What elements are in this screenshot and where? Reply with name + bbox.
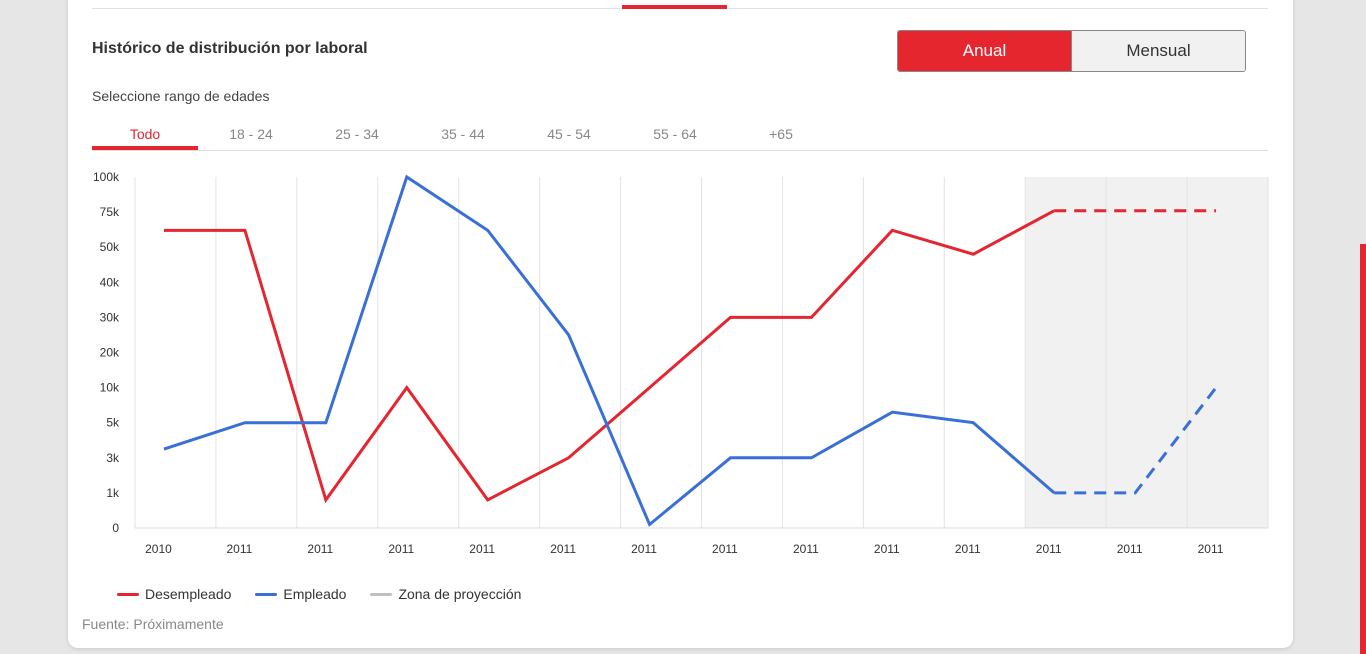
legend-label-desempleado: Desempleado — [145, 586, 232, 602]
top-tab-indicator — [622, 5, 727, 9]
x-tick-label: 2011 — [631, 542, 657, 556]
legend-item-proyeccion: Zona de proyección — [370, 586, 521, 602]
legend-swatch-desempleado — [117, 592, 139, 596]
x-tick-label: 2011 — [1036, 542, 1062, 556]
y-tick-label: 30k — [100, 310, 120, 324]
x-tick-label: 2011 — [388, 542, 414, 556]
y-tick-label: 20k — [100, 346, 120, 360]
x-tick-label: 2011 — [469, 542, 495, 556]
tab-65-plus[interactable]: +65 — [769, 126, 793, 142]
x-tick-label: 2011 — [550, 542, 576, 556]
period-toggle: Anual Mensual — [897, 30, 1246, 72]
series-line-empleado — [163, 174, 1056, 527]
y-tick-label: 50k — [100, 240, 120, 254]
scrollbar[interactable] — [1360, 244, 1366, 654]
chart-legend: Desempleado Empleado Zona de proyección — [117, 586, 521, 602]
x-tick-label: 2011 — [793, 542, 819, 556]
tab-35-44[interactable]: 35 - 44 — [441, 126, 485, 142]
legend-swatch-proyeccion — [370, 592, 393, 596]
chart-title: Histórico de distribución por laboral — [92, 40, 368, 57]
y-tick-label: 1k — [106, 486, 120, 500]
tab-25-34[interactable]: 25 - 34 — [335, 126, 379, 142]
y-tick-label: 5k — [106, 416, 120, 430]
series-line-desempleado — [164, 209, 1055, 504]
tab-todo[interactable]: Todo — [129, 126, 161, 142]
active-tab-underline — [92, 146, 198, 150]
legend-label-proyeccion: Zona de proyección — [398, 586, 522, 602]
projection-zone — [1025, 177, 1268, 528]
legend-swatch-empleado — [255, 592, 278, 596]
y-tick-label: 40k — [100, 275, 120, 289]
legend-item-desempleado: Desempleado — [117, 586, 231, 602]
legend-item-empleado: Empleado — [255, 586, 346, 602]
y-tick-label: 0 — [112, 521, 119, 535]
toggle-mensual-button[interactable]: Mensual — [1071, 31, 1245, 71]
x-tick-label: 2011 — [307, 542, 333, 556]
x-tick-label: 2011 — [712, 542, 738, 556]
x-tick-label: 2011 — [1117, 542, 1143, 556]
tab-45-54[interactable]: 45 - 54 — [547, 126, 591, 142]
age-range-label: Seleccione rango de edades — [92, 88, 270, 104]
x-tick-label: 2011 — [226, 542, 252, 556]
y-tick-label: 10k — [100, 381, 120, 395]
y-tick-label: 3k — [106, 451, 120, 465]
source-note: Fuente: Próximamente — [82, 616, 224, 632]
y-tick-label: 100k — [93, 170, 120, 184]
tab-55-64[interactable]: 55 - 64 — [653, 126, 697, 142]
age-tabs: Todo 18 - 24 25 - 34 35 - 44 45 - 54 55 … — [92, 122, 1268, 151]
toggle-anual-button[interactable]: Anual — [898, 31, 1071, 71]
legend-label-empleado: Empleado — [283, 586, 347, 602]
x-tick-label: 2011 — [1198, 542, 1224, 556]
x-tick-label: 2011 — [955, 542, 981, 556]
tab-18-24[interactable]: 18 - 24 — [229, 126, 273, 142]
series-projection-empleado — [1054, 386, 1218, 495]
y-tick-label: 75k — [100, 205, 120, 219]
x-tick-label: 2010 — [145, 542, 172, 556]
x-tick-label: 2011 — [874, 542, 900, 556]
